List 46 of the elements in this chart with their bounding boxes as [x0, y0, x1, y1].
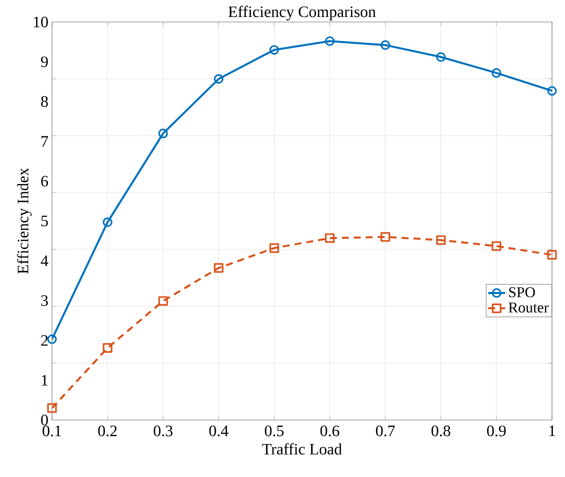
y-tick-label: 5	[41, 216, 48, 226]
point	[158, 128, 168, 138]
x-tick-label: 0.8	[432, 426, 450, 436]
point	[380, 40, 390, 50]
x-tick-label: 0.9	[487, 426, 506, 436]
point	[158, 296, 168, 306]
y-tick-label: 3	[41, 295, 48, 306]
point	[214, 263, 224, 273]
y-axis-title: Efficiency Index	[17, 168, 32, 274]
point	[492, 68, 502, 78]
x-tick-label: 1	[549, 426, 556, 436]
x-tick-label: 0.1	[42, 426, 62, 436]
x-tick-label: 0.3	[154, 426, 172, 436]
point	[380, 232, 390, 242]
point	[269, 243, 280, 253]
point	[547, 86, 557, 96]
point	[47, 403, 57, 413]
y-tick-label: 1	[42, 374, 48, 386]
x-tick-label: 0.5	[264, 426, 284, 436]
point	[102, 343, 112, 353]
chart-title: Efficiency Comparison	[228, 6, 376, 20]
x-axis-title: Traffic Load	[262, 443, 342, 455]
point	[324, 36, 335, 46]
y-tick-label: 4	[40, 256, 48, 266]
y-tick-label: 2	[41, 335, 48, 346]
point	[47, 334, 57, 344]
x-tick-label: 0.2	[98, 426, 117, 436]
x-tick-label: 0.4	[209, 426, 228, 436]
x-tick-label: 0.6	[320, 426, 340, 436]
point	[436, 52, 446, 62]
point	[436, 235, 446, 245]
point	[269, 45, 280, 55]
point	[324, 233, 335, 243]
point	[547, 250, 557, 260]
y-tick-label: 9	[41, 56, 48, 68]
point	[492, 241, 502, 251]
y-tick-label: 0	[41, 414, 48, 426]
point	[214, 74, 224, 84]
y-tick-label: 10	[34, 16, 48, 28]
point	[102, 217, 112, 227]
legend-label: Router	[508, 302, 549, 313]
y-tick-label: 7	[42, 136, 48, 147]
y-tick-label: 6	[41, 176, 48, 187]
y-tick-label: 8	[41, 96, 48, 107]
legend-label: SPO	[509, 287, 535, 298]
x-tick-label: 0.7	[376, 426, 395, 436]
